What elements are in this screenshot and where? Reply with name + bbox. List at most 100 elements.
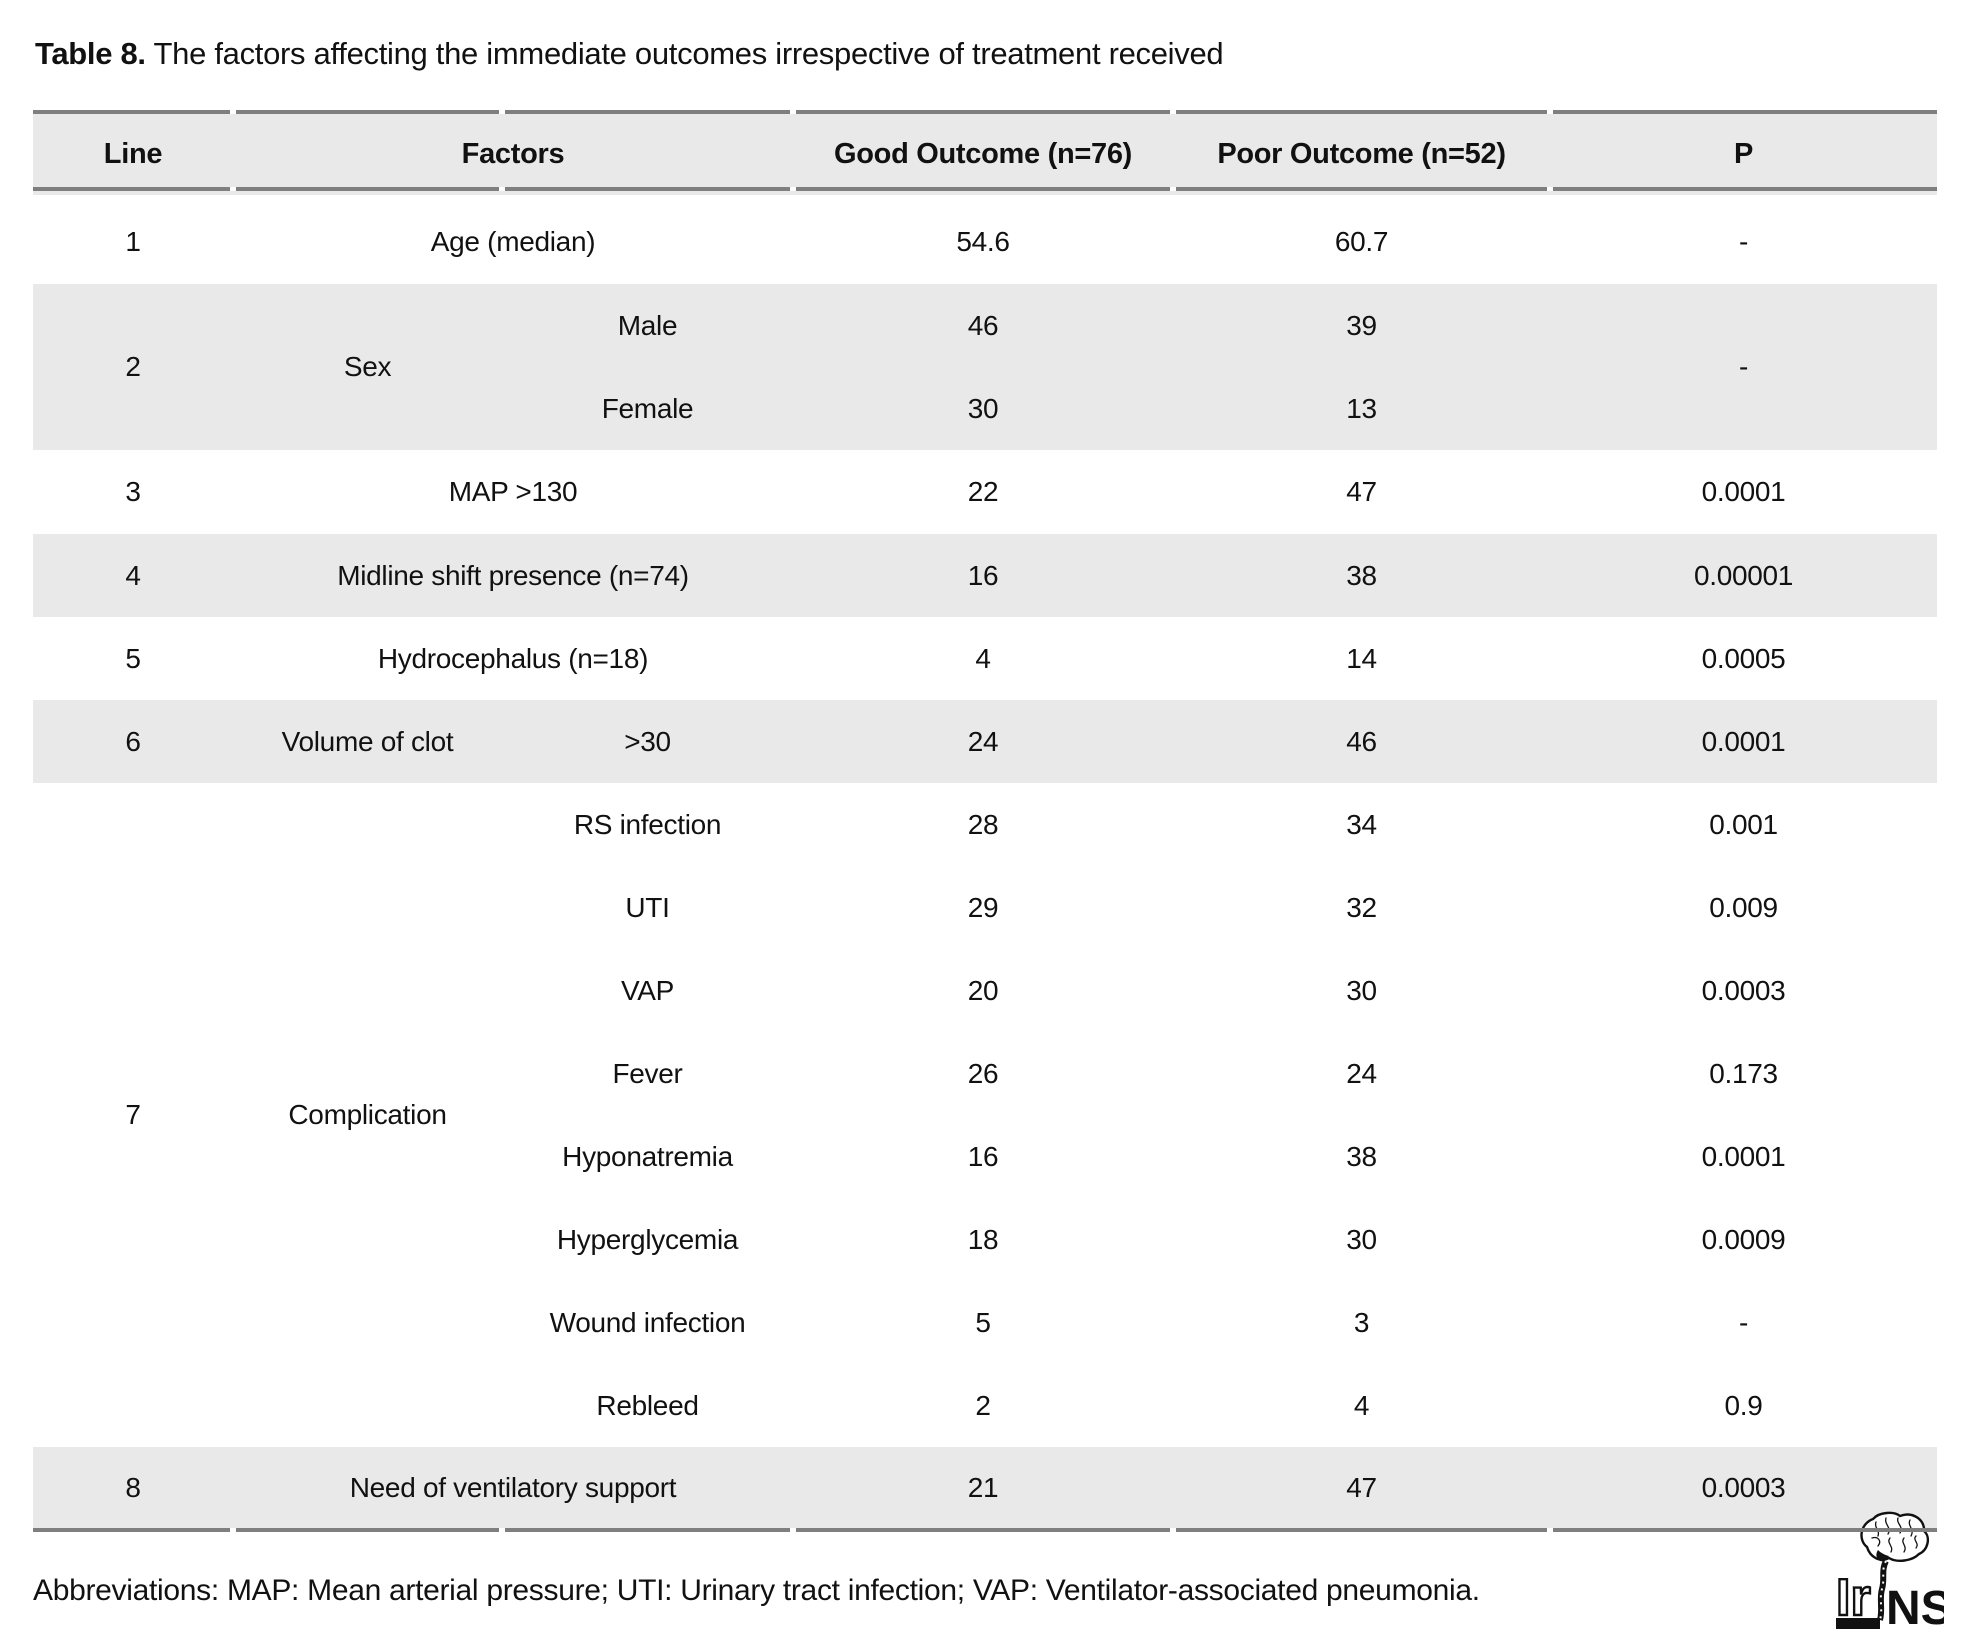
table-row-midline-shift: 4 Midline shift presence (n=74) 16 38 0.… <box>33 534 1938 617</box>
cell-good: 26 <box>967 1057 999 1089</box>
table-row-map: 3 MAP >130 22 47 0.0001 <box>33 450 1937 534</box>
cell-factor: MAP >130 <box>448 476 578 507</box>
journal-logo-graphic: Ir NS <box>1835 1511 1944 1635</box>
cell-poor: 30 <box>1346 974 1377 1006</box>
col-header-line: Line <box>33 110 233 199</box>
cell-line: 7 <box>125 1099 141 1130</box>
cell-line: 3 <box>125 476 141 507</box>
table-bottom-border <box>33 1528 1937 1532</box>
cell-p: 0.009 <box>1709 891 1778 923</box>
cell-poor: 38 <box>1173 534 1551 617</box>
cell-poor: 30 <box>1346 1223 1377 1255</box>
table-row-age: 1 Age (median) 54.6 60.7 - <box>33 199 1937 284</box>
cell-p: 0.0003 <box>1701 974 1786 1006</box>
cell-subfactor: Male <box>502 284 794 367</box>
cell-subfactor: Female <box>502 367 794 450</box>
table-row-complication-hyponatremia: Hyponatremia 16 38 0.0001 <box>33 1115 1937 1198</box>
table-row-sex-male: 2 Sex Male 46 39 - <box>33 284 1938 450</box>
cell-subfactor: Hyperglycemia <box>556 1223 739 1255</box>
cell-p: - <box>1739 1306 1749 1338</box>
table-row-complication-uti: UTI 29 32 0.009 <box>33 866 1937 949</box>
cell-good: 24 <box>793 700 1174 783</box>
spine-icon <box>1877 1559 1889 1621</box>
cell-poor: 47 <box>1173 1447 1551 1532</box>
table-row-ventilatory-support: 8 Need of ventilatory support 21 47 0.00… <box>33 1447 1938 1532</box>
table-row-complication-fever: Fever 26 24 0.173 <box>33 1032 1937 1115</box>
cell-subfactor: >30 <box>502 700 794 783</box>
cell-line: 6 <box>33 700 233 783</box>
cell-factor: Need of ventilatory support <box>233 1447 794 1532</box>
cell-good: 28 <box>967 808 999 840</box>
cell-line: 1 <box>125 225 141 257</box>
logo-text-ns: NS <box>1886 1582 1944 1635</box>
cell-poor: 60.7 <box>1334 225 1389 257</box>
cell-p: - <box>1550 284 1938 450</box>
cell-subfactor: Rebleed <box>596 1389 699 1421</box>
cell-poor: 47 <box>1346 476 1377 507</box>
cell-good: 20 <box>967 974 999 1006</box>
cell-poor: 24 <box>1346 1057 1377 1089</box>
header-bottom-border <box>33 187 1937 191</box>
cell-good: 5 <box>975 1306 991 1338</box>
cell-subfactor: VAP <box>620 974 675 1006</box>
cell-factor: Midline shift presence (n=74) <box>233 534 794 617</box>
cell-subfactor: Fever <box>612 1057 683 1089</box>
cell-good: 2 <box>975 1389 991 1421</box>
cell-p: 0.173 <box>1709 1057 1778 1089</box>
cell-good: 21 <box>793 1447 1174 1532</box>
table-caption-number: Table 8. <box>35 36 146 71</box>
cell-factor: Age (median) <box>430 225 596 257</box>
cell-factor: Complication <box>288 1099 447 1130</box>
cell-good: 4 <box>975 642 991 674</box>
cell-factor: Volume of clot <box>233 700 502 783</box>
cell-p: - <box>1739 225 1749 257</box>
cell-poor: 39 <box>1173 284 1551 367</box>
cell-p: 0.001 <box>1709 808 1778 840</box>
cell-line: 2 <box>33 284 233 450</box>
cell-poor: 34 <box>1346 808 1377 840</box>
cell-p: 0.0009 <box>1701 1223 1786 1255</box>
col-header-good-outcome: Good Outcome (n=76) <box>793 110 1174 199</box>
cell-poor: 38 <box>1346 1140 1377 1172</box>
cell-poor: 46 <box>1173 700 1551 783</box>
cell-factor: Sex <box>233 284 502 450</box>
journal-logo: Ir NS <box>1834 1510 1944 1642</box>
cell-factor: Hydrocephalus (n=18) <box>377 642 649 674</box>
cell-poor: 32 <box>1346 891 1377 923</box>
cell-p: 0.00001 <box>1550 534 1938 617</box>
cell-subfactor: Wound infection <box>549 1306 746 1338</box>
cell-poor: 14 <box>1346 642 1377 674</box>
table-row-hydrocephalus: 5 Hydrocephalus (n=18) 4 14 0.0005 <box>33 617 1937 700</box>
cell-subfactor: RS infection <box>573 808 722 840</box>
cell-subfactor: Hyponatremia <box>562 1140 733 1172</box>
cell-subfactor: UTI <box>625 891 670 923</box>
table-row-complication-rebleed: Rebleed 2 4 0.9 <box>33 1364 1937 1447</box>
cell-good: 29 <box>967 891 999 923</box>
cell-p: 0.0001 <box>1701 476 1786 507</box>
cell-good: 30 <box>793 367 1174 450</box>
outcomes-table: Line Factors Good Outcome (n=76) Poor Ou… <box>33 110 1938 1532</box>
table-row-complication-rs-infection: 7 Complication RS infection 28 34 0.001 <box>33 783 1937 1131</box>
cell-poor: 4 <box>1353 1389 1370 1421</box>
cell-good: 18 <box>967 1223 999 1255</box>
cell-p: 0.0001 <box>1701 1140 1786 1172</box>
cell-p: 0.0005 <box>1701 642 1786 674</box>
cell-poor: 13 <box>1173 367 1551 450</box>
cell-line: 8 <box>33 1447 233 1532</box>
col-header-poor-outcome: Poor Outcome (n=52) <box>1173 110 1551 199</box>
cell-p: 0.0003 <box>1550 1447 1938 1532</box>
brain-icon <box>1860 1511 1930 1562</box>
table-row-clot-volume: 6 Volume of clot >30 24 46 0.0001 <box>33 700 1938 783</box>
cell-p: 0.0001 <box>1550 700 1938 783</box>
table-caption-text: The factors affecting the immediate outc… <box>145 36 1224 71</box>
cell-good: 46 <box>793 284 1174 367</box>
cell-line: 4 <box>33 534 233 617</box>
cell-good: 16 <box>793 534 1174 617</box>
cell-good: 54.6 <box>956 225 1010 257</box>
table-row-complication-vap: VAP 20 30 0.0003 <box>33 949 1937 1032</box>
cell-good: 22 <box>967 476 999 507</box>
table-row-complication-wound-infection: Wound infection 5 3 - <box>33 1281 1937 1364</box>
abbreviations-note: Abbreviations: MAP: Mean arterial pressu… <box>33 1574 1480 1607</box>
table-caption: Table 8. The factors affecting the immed… <box>35 36 1224 72</box>
